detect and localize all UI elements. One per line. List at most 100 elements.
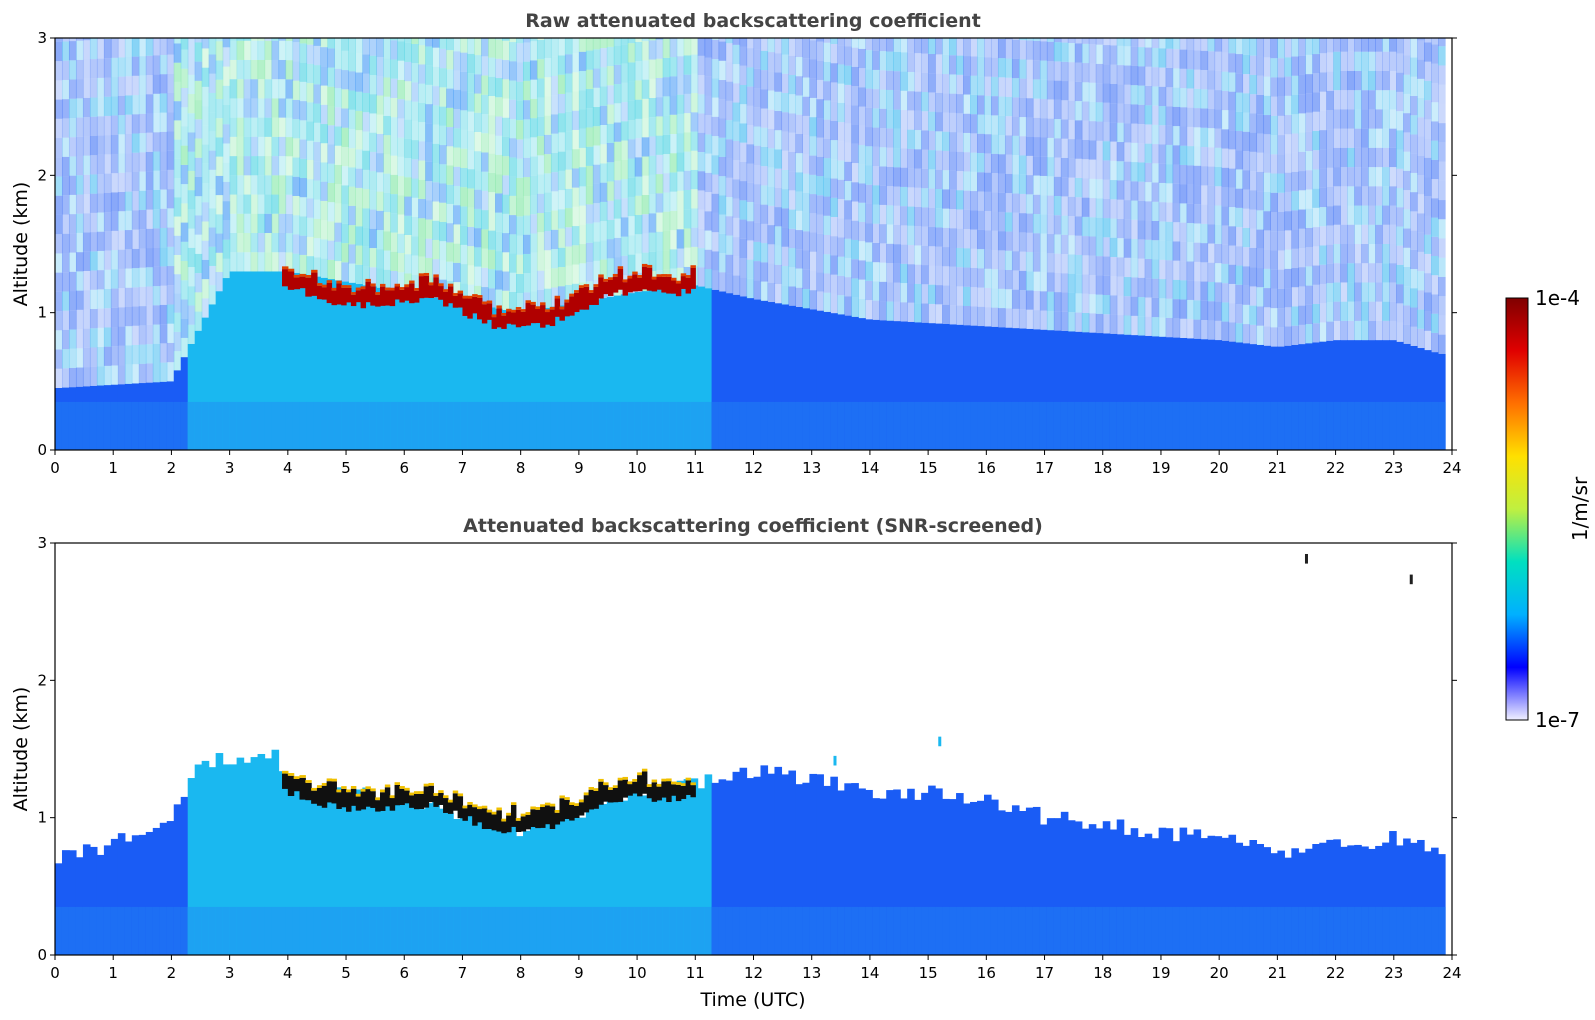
cloud-segment: [525, 814, 531, 830]
noise-speckle: [243, 156, 252, 176]
noise-speckle: [1284, 153, 1292, 173]
noise-speckle: [676, 94, 685, 114]
noise-speckle: [460, 91, 468, 111]
noise-speckle: [732, 64, 741, 84]
surface-layer: [222, 906, 231, 955]
surface-layer: [1081, 906, 1090, 955]
noise-speckle: [453, 70, 461, 90]
noise-speckle: [1151, 67, 1160, 87]
noise-speckle: [571, 110, 580, 130]
noise-speckle: [1396, 72, 1404, 92]
noise-speckle: [914, 303, 922, 323]
noise-speckle: [397, 79, 405, 100]
noise-speckle: [823, 196, 831, 216]
noise-speckle: [564, 227, 573, 247]
noise-speckle: [376, 76, 384, 96]
noise-speckle: [1039, 79, 1048, 100]
signal-column: [648, 793, 657, 955]
noise-speckle: [949, 305, 957, 325]
x-tick-label: 19: [1151, 459, 1170, 477]
signal-column: [250, 271, 259, 450]
signal-column: [830, 776, 838, 955]
noise-speckle: [222, 143, 231, 163]
noise-speckle: [1207, 205, 1216, 225]
noise-speckle: [1298, 38, 1306, 56]
noise-speckle: [278, 40, 287, 60]
noise-speckle: [1249, 228, 1258, 248]
noise-speckle: [879, 70, 887, 90]
noise-speckle: [243, 38, 252, 41]
noise-speckle: [1025, 290, 1034, 310]
noise-speckle: [82, 97, 91, 118]
noise-speckle: [725, 158, 734, 178]
noise-speckle: [1186, 146, 1195, 166]
noise-speckle: [474, 38, 482, 56]
noise-speckle: [341, 70, 349, 90]
noise-speckle: [872, 262, 880, 282]
noise-speckle: [990, 115, 999, 135]
noise-speckle: [823, 100, 831, 120]
noise-speckle: [599, 221, 608, 241]
signal-column: [879, 798, 887, 955]
noise-speckle: [984, 38, 992, 58]
noise-speckle: [320, 47, 329, 67]
noise-speckle: [1207, 166, 1216, 186]
noise-speckle: [1039, 99, 1048, 119]
noise-speckle: [1214, 109, 1223, 129]
noise-speckle: [795, 210, 803, 231]
noise-speckle: [921, 72, 929, 93]
noise-speckle: [746, 144, 755, 164]
noise-speckle: [348, 38, 356, 53]
noise-speckle: [187, 113, 196, 133]
surface-layer: [1389, 401, 1397, 450]
noise-speckle: [1060, 234, 1069, 255]
noise-speckle: [522, 38, 531, 43]
noise-speckle: [61, 176, 70, 196]
cloud-segment: [365, 789, 371, 807]
noise-speckle: [348, 225, 356, 245]
noise-speckle: [460, 187, 468, 207]
noise-speckle: [1263, 268, 1271, 289]
y-axis-label: Altitude (km): [10, 182, 32, 307]
noise-speckle: [222, 85, 231, 106]
noise-speckle: [1193, 300, 1202, 320]
signal-column: [977, 326, 985, 450]
noise-speckle: [1368, 38, 1376, 52]
noise-speckle: [411, 197, 419, 218]
noise-speckle: [1186, 126, 1195, 147]
signal-column: [1417, 839, 1425, 955]
noise-speckle: [446, 242, 454, 262]
noise-speckle: [963, 229, 971, 249]
noise-speckle: [55, 291, 63, 312]
noise-speckle: [606, 219, 615, 240]
x-tick-label: 7: [458, 459, 468, 477]
surface-layer: [124, 906, 133, 955]
noise-speckle: [89, 116, 98, 136]
noise-speckle: [1403, 132, 1411, 152]
noise-speckle: [236, 38, 245, 41]
noise-speckle: [362, 266, 370, 286]
plot-area: [55, 38, 1446, 450]
noise-speckle: [61, 272, 70, 292]
x-tick-label: 14: [860, 964, 879, 982]
signal-column: [1144, 833, 1153, 955]
noise-speckle: [816, 233, 824, 253]
cloud-edge: [428, 782, 434, 786]
noise-speckle: [809, 40, 817, 60]
signal-column: [900, 321, 908, 450]
noise-speckle: [1018, 136, 1027, 156]
noise-speckle: [1067, 196, 1076, 217]
noise-speckle: [921, 265, 929, 285]
cloud-edge: [350, 292, 357, 295]
noise-speckle: [55, 118, 63, 139]
noise-speckle: [1067, 43, 1076, 63]
surface-layer: [704, 906, 713, 955]
noise-speckle: [1277, 38, 1285, 59]
noise-speckle: [362, 227, 370, 247]
noise-speckle: [110, 96, 119, 116]
noise-speckle: [1109, 237, 1118, 257]
noise-speckle: [1151, 201, 1160, 221]
noise-speckle: [467, 207, 475, 227]
noise-speckle: [481, 38, 489, 57]
noise-speckle: [697, 171, 706, 191]
